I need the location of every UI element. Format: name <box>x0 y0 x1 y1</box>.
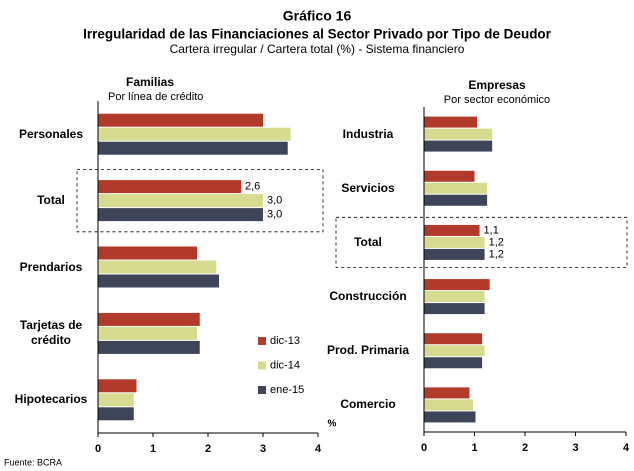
bar <box>98 260 217 274</box>
legend-label: dic-13 <box>270 335 300 347</box>
bar <box>98 340 200 354</box>
x-tick-label: 3 <box>260 443 266 455</box>
figure-title: Irregularidad de las Financiaciones al S… <box>83 27 552 42</box>
bar <box>98 326 197 340</box>
value-label: 1,2 <box>489 248 504 260</box>
bar <box>424 116 478 128</box>
x-tick-label: 2 <box>205 443 211 455</box>
bar <box>424 194 488 206</box>
bar <box>424 411 476 423</box>
bar <box>424 128 493 140</box>
category-label: Hipotecarios <box>14 392 88 407</box>
legend-swatch <box>258 337 266 345</box>
bar <box>424 345 485 357</box>
x-tick-label: 1 <box>471 442 477 454</box>
bar <box>98 113 263 127</box>
bar <box>424 236 485 248</box>
value-label: 1,2 <box>489 236 504 248</box>
value-label: 2,6 <box>245 181 260 193</box>
bar <box>424 291 485 303</box>
highlight-box <box>335 216 628 268</box>
x-tick-label: 2 <box>522 442 528 454</box>
figure-number: Gráfico 16 <box>283 8 352 24</box>
bar <box>98 246 197 260</box>
category-label: Total <box>354 234 382 249</box>
category-label: Servicios <box>341 180 395 195</box>
bar <box>98 274 219 288</box>
legend-label: dic-14 <box>270 359 300 371</box>
category-label: Total <box>37 193 65 208</box>
bar <box>98 312 200 326</box>
bar <box>424 279 490 291</box>
figure-caption: Cartera irregular / Cartera total (%) - … <box>170 42 465 56</box>
bar <box>424 399 473 411</box>
bar <box>98 208 263 222</box>
bar <box>424 248 485 260</box>
source-note: Fuente: BCRA <box>4 457 62 467</box>
value-label: 3,0 <box>267 195 282 207</box>
panel-title: Empresas <box>468 78 526 92</box>
legend-swatch <box>258 386 266 394</box>
x-axis-unit: % <box>328 419 337 430</box>
bar <box>424 333 483 345</box>
bar <box>98 379 137 393</box>
category-label: Industria <box>342 126 394 141</box>
category-label: Comercio <box>340 397 396 412</box>
x-tick-label: 1 <box>150 443 156 455</box>
bar <box>98 194 263 208</box>
category-label: Tarjetas de crédito <box>19 318 83 348</box>
value-label: 1,1 <box>484 224 499 236</box>
bar <box>98 407 134 421</box>
bar <box>424 170 475 182</box>
category-label: Personales <box>18 126 84 141</box>
bar <box>424 387 470 399</box>
bar <box>98 180 241 194</box>
category-label: Prod. Primaria <box>326 343 410 358</box>
legend-swatch <box>258 361 266 370</box>
bar <box>98 393 134 407</box>
category-label: Prendarios <box>19 259 83 274</box>
bar <box>424 182 488 194</box>
x-tick-label: 3 <box>572 442 578 454</box>
bar <box>98 141 288 155</box>
panel-title: Familias <box>126 75 174 89</box>
bar <box>424 140 493 152</box>
bar <box>424 357 483 369</box>
bar <box>98 127 291 141</box>
bar <box>424 303 485 315</box>
bar <box>424 224 480 236</box>
highlight-box <box>76 168 324 233</box>
value-label: 3,0 <box>267 209 282 221</box>
panel-subtitle: Por línea de crédito <box>108 91 203 103</box>
panel-subtitle: Por sector económico <box>444 94 550 106</box>
x-tick-label: 0 <box>421 442 427 454</box>
category-label: Construcción <box>329 289 407 304</box>
x-tick-label: 0 <box>95 443 101 455</box>
x-tick-label: 4 <box>623 442 630 454</box>
legend-label: ene-15 <box>270 384 304 396</box>
x-tick-label: 4 <box>315 443 322 455</box>
